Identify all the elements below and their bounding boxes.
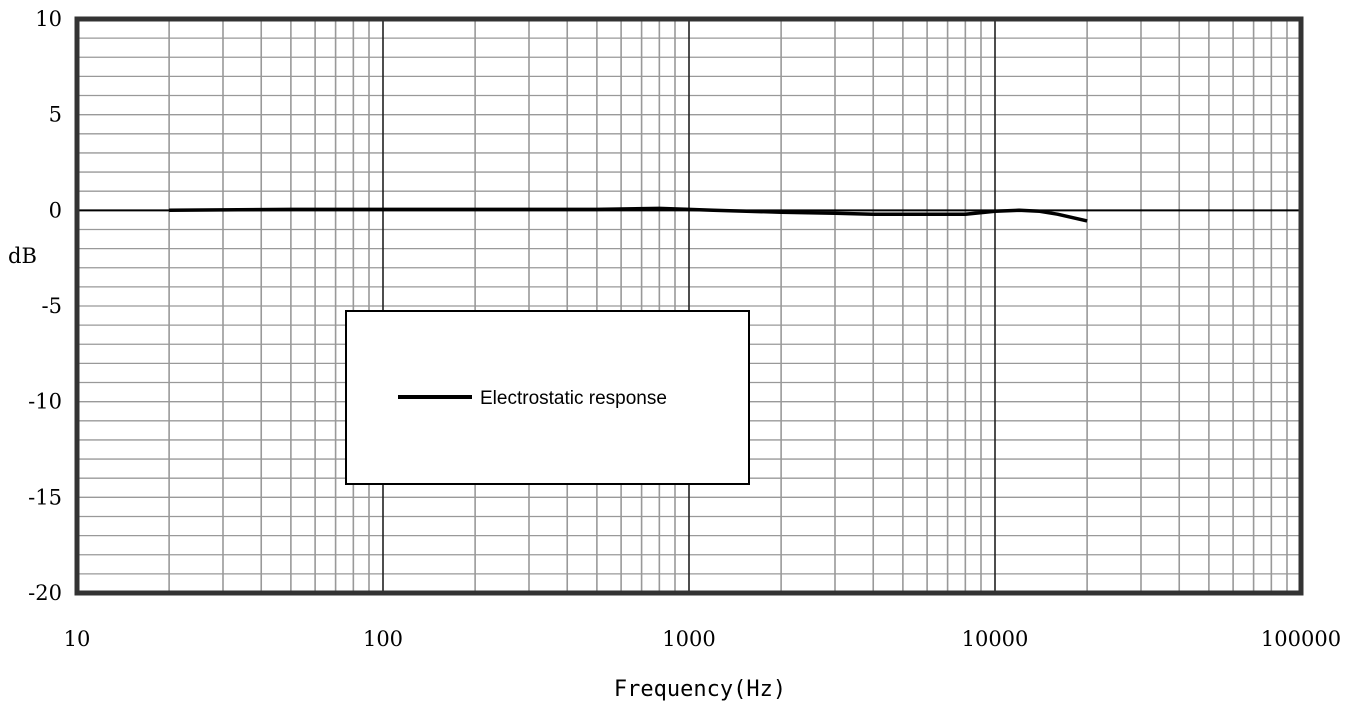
y-tick-label: -5 [42,294,62,318]
y-tick-labels: 10 5 0 -5 -10 -15 -20 [28,7,62,605]
y-tick-label: 10 [35,7,62,31]
x-tick-label: 1000 [662,627,715,651]
y-tick-label: -15 [28,485,62,509]
y-tick-label: -10 [28,390,62,414]
x-tick-label: 100000 [1261,627,1341,651]
y-tick-label: -20 [28,581,62,605]
x-tick-labels: 10 100 1000 10000 100000 [64,627,1341,651]
y-axis-label: dB [8,244,37,268]
legend: Electrostatic response [346,311,749,484]
y-tick-label: 0 [49,198,62,222]
y-tick-label: 5 [49,103,62,127]
x-tick-label: 10 [64,627,91,651]
legend-label: Electrostatic response [480,388,667,409]
x-tick-label: 100 [363,627,403,651]
x-tick-label: 10000 [962,627,1029,651]
x-axis-label: Frequency(Hz) [614,677,786,702]
